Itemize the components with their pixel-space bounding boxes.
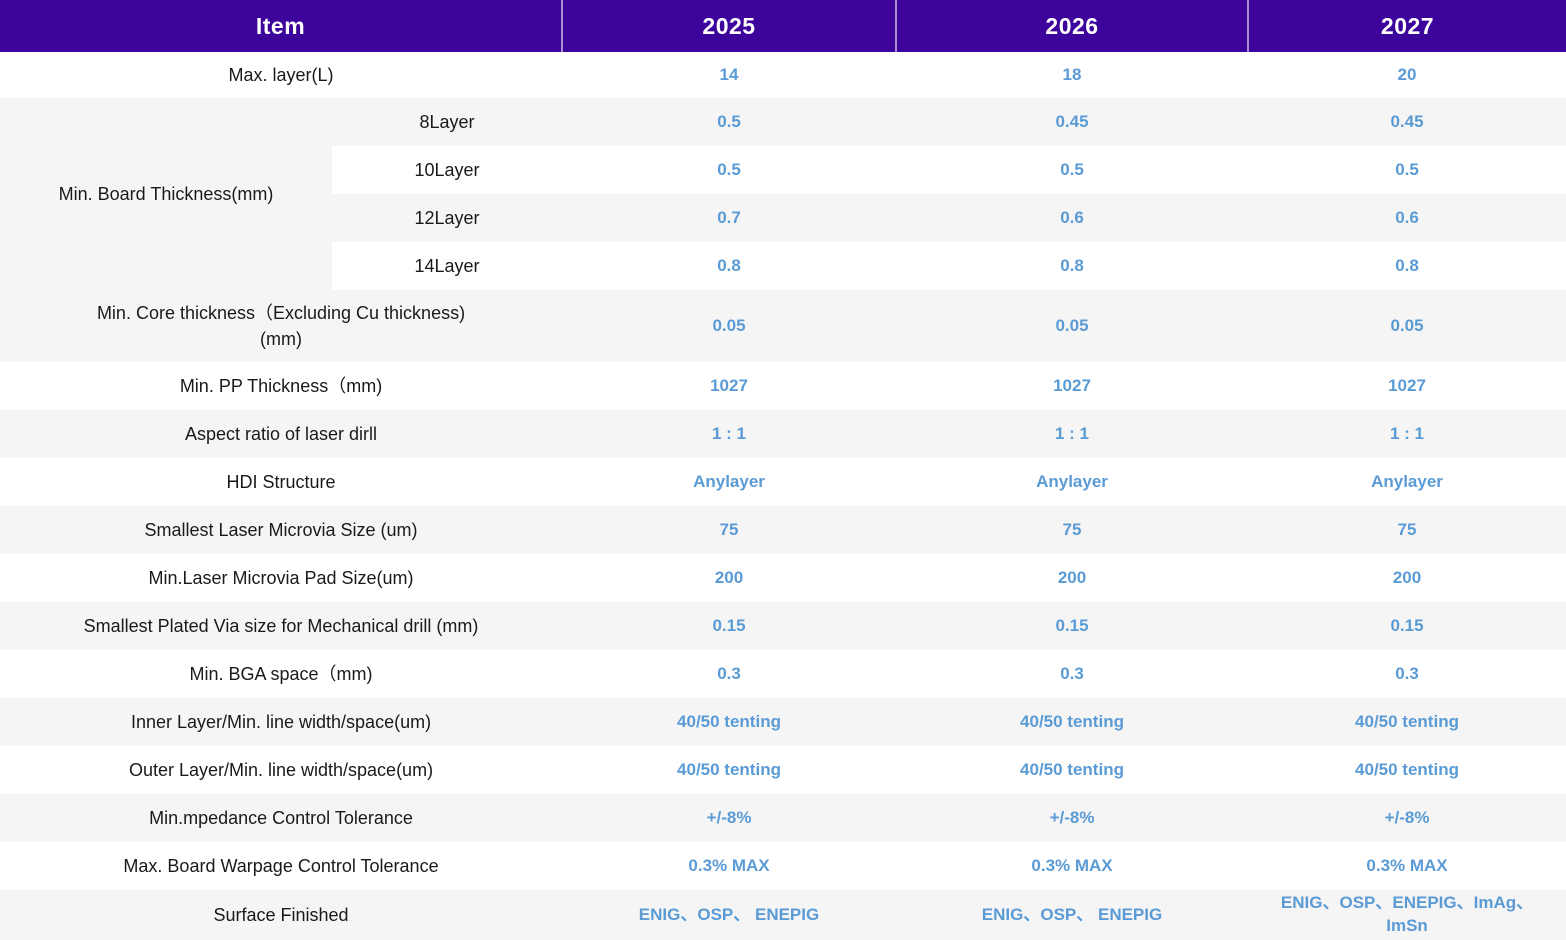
value-2026: 0.15 xyxy=(896,602,1249,650)
row-aspect-ratio: Aspect ratio of laser dirll 1 : 1 1 : 1 … xyxy=(0,410,1566,458)
row-min-bga-space: Min. BGA space（mm) 0.3 0.3 0.3 xyxy=(0,650,1566,698)
value-2026: 18 xyxy=(1062,64,1082,84)
row-pp-thickness: Min. PP Thickness（mm) 1027 1027 1027 xyxy=(0,362,1566,410)
header-year-2026: 2026 xyxy=(895,0,1249,52)
value-2025: 40/50 tenting xyxy=(562,698,897,746)
value-2027: 0.3% MAX xyxy=(1366,855,1448,875)
row-smallest-plated-via: Smallest Plated Via size for Mechanical … xyxy=(0,602,1566,650)
item-label: Min.Laser Microvia Pad Size(um) xyxy=(148,567,414,588)
group-label-board-thickness: Min. Board Thickness(mm) xyxy=(0,98,332,290)
value-2025: 14 xyxy=(719,64,739,84)
row-core-thickness: Min. Core thickness（Excluding Cu thickne… xyxy=(0,290,1566,362)
value-2026: 0.6 xyxy=(896,194,1249,242)
sub-item-label: 8Layer xyxy=(332,98,563,146)
row-surface-finished: Surface Finished ENIG、OSP、 ENEPIG ENIG、O… xyxy=(0,890,1566,940)
item-label: Outer Layer/Min. line width/space(um) xyxy=(128,759,434,780)
row-board-thickness-10layer: 10Layer 0.5 0.5 0.5 xyxy=(0,146,1566,194)
value-2027: 40/50 tenting xyxy=(1355,759,1459,779)
value-2026: 0.3% MAX xyxy=(1031,855,1113,875)
value-2026: 40/50 tenting xyxy=(896,698,1249,746)
header-row: Item 2025 2026 2027 xyxy=(0,0,1566,52)
item-label: Max. layer(L) xyxy=(228,64,334,85)
value-2025: 1 : 1 xyxy=(562,410,897,458)
item-label: Inner Layer/Min. line width/space(um) xyxy=(0,698,563,746)
row-max-layer: Max. layer(L) 14 18 20 xyxy=(0,52,1566,98)
row-warpage-tolerance: Max. Board Warpage Control Tolerance 0.3… xyxy=(0,842,1566,890)
value-2027: 200 xyxy=(1392,567,1422,587)
sub-item-label: 12Layer xyxy=(332,194,563,242)
value-2026: 40/50 tenting xyxy=(1020,759,1124,779)
value-2027: 0.8 xyxy=(1395,255,1419,275)
value-2027: +/-8% xyxy=(1248,794,1566,842)
header-year-2025: 2025 xyxy=(561,0,897,52)
row-inner-layer-line-width: Inner Layer/Min. line width/space(um) 40… xyxy=(0,698,1566,746)
value-2026: Anylayer xyxy=(1036,471,1108,491)
value-2027: 0.15 xyxy=(1248,602,1566,650)
item-label: Min. PP Thickness（mm) xyxy=(179,375,383,396)
item-label: Aspect ratio of laser dirll xyxy=(0,410,563,458)
item-label: Min. BGA space（mm) xyxy=(189,663,373,684)
row-board-thickness-14layer: 14Layer 0.8 0.8 0.8 xyxy=(0,242,1566,290)
value-2025: 40/50 tenting xyxy=(677,759,781,779)
value-2025: 75 xyxy=(562,506,897,554)
value-2026: 0.8 xyxy=(1060,255,1084,275)
item-label: Min.mpedance Control Tolerance xyxy=(0,794,563,842)
row-min-laser-microvia-pad: Min.Laser Microvia Pad Size(um) 200 200 … xyxy=(0,554,1566,602)
value-2027: 40/50 tenting xyxy=(1248,698,1566,746)
item-label: Smallest Laser Microvia Size (um) xyxy=(0,506,563,554)
row-smallest-laser-microvia: Smallest Laser Microvia Size (um) 75 75 … xyxy=(0,506,1566,554)
sub-item-label: 10Layer xyxy=(414,159,480,180)
value-2025: 0.15 xyxy=(562,602,897,650)
header-item: Item xyxy=(0,0,563,52)
value-2027: 0.5 xyxy=(1395,159,1419,179)
value-2027: 0.3 xyxy=(1395,663,1419,683)
value-2025: 0.8 xyxy=(717,255,741,275)
value-2027: 0.05 xyxy=(1248,290,1566,362)
item-label: HDI Structure xyxy=(226,471,336,492)
row-impedance-tolerance: Min.mpedance Control Tolerance +/-8% +/-… xyxy=(0,794,1566,842)
value-2025: ENIG、OSP、 ENEPIG xyxy=(562,890,897,940)
value-2027: 75 xyxy=(1248,506,1566,554)
value-2026: 0.5 xyxy=(1060,159,1084,179)
item-label: Max. Board Warpage Control Tolerance xyxy=(123,855,439,876)
value-2026: 1 : 1 xyxy=(896,410,1249,458)
header-year-2027: 2027 xyxy=(1247,0,1566,52)
sub-item-label: 14Layer xyxy=(414,255,480,276)
value-2027: 0.45 xyxy=(1248,98,1566,146)
value-2026: 0.3 xyxy=(1060,663,1084,683)
value-2025: 0.7 xyxy=(562,194,897,242)
value-2026: 1027 xyxy=(1053,375,1091,395)
value-2027: 20 xyxy=(1397,64,1417,84)
row-board-thickness-12layer: 12Layer 0.7 0.6 0.6 xyxy=(0,194,1566,242)
row-board-thickness-8layer: Min. Board Thickness(mm) 8Layer 0.5 0.45… xyxy=(0,98,1566,290)
value-2025: 0.5 xyxy=(562,98,897,146)
value-2025: 0.5 xyxy=(717,159,741,179)
value-2027: ENIG、OSP、ENEPIG、ImAg、 ImSn xyxy=(1248,890,1566,940)
value-2026: ENIG、OSP、 ENEPIG xyxy=(896,890,1249,940)
value-2026: 0.45 xyxy=(896,98,1249,146)
value-2026: 0.05 xyxy=(896,290,1249,362)
value-2025: Anylayer xyxy=(693,471,765,491)
row-outer-layer-line-width: Outer Layer/Min. line width/space(um) 40… xyxy=(0,746,1566,794)
value-2025: 0.05 xyxy=(562,290,897,362)
value-2026: 200 xyxy=(1057,567,1087,587)
value-2026: 75 xyxy=(896,506,1249,554)
value-2025: 1027 xyxy=(710,375,748,395)
value-2025: 0.3 xyxy=(717,663,741,683)
item-label: Min. Core thickness（Excluding Cu thickne… xyxy=(0,290,563,362)
value-2027: 1 : 1 xyxy=(1248,410,1566,458)
item-label: Smallest Plated Via size for Mechanical … xyxy=(0,602,563,650)
value-2027: 1027 xyxy=(1388,375,1426,395)
value-2027: Anylayer xyxy=(1371,471,1443,491)
value-2025: +/-8% xyxy=(562,794,897,842)
value-2026: +/-8% xyxy=(896,794,1249,842)
value-2025: 0.3% MAX xyxy=(688,855,770,875)
item-label: Surface Finished xyxy=(0,890,563,940)
value-2027: 0.6 xyxy=(1248,194,1566,242)
value-2025: 200 xyxy=(714,567,744,587)
row-hdi-structure: HDI Structure Anylayer Anylayer Anylayer xyxy=(0,458,1566,506)
